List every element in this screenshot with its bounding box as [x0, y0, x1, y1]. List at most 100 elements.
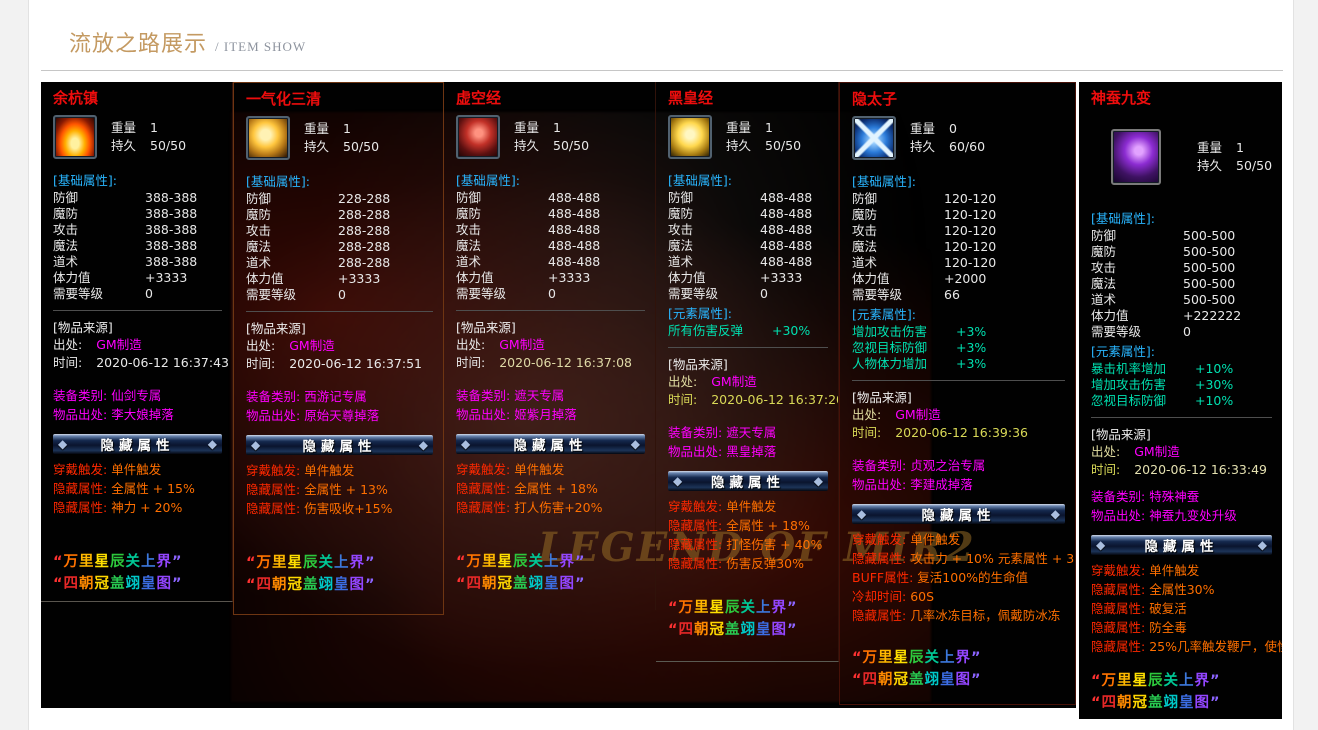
equip-category-label: 装备类别:	[1091, 489, 1150, 504]
verse-char: 冠	[709, 622, 726, 638]
item-drop: 物品出处: 李建成掉落	[852, 475, 1067, 494]
verse-char: 里	[694, 600, 710, 616]
hidden-attr-line: 穿戴触发: 单件触发	[1091, 561, 1274, 580]
hidden-attr-line: 隐藏属性: 全属性 + 18%	[668, 516, 830, 535]
verse-char: 翊	[125, 576, 142, 592]
item-drop-label: 物品出处:	[246, 408, 305, 423]
item-source-block: [物品来源] 出处: GM制造 时间: 2020-06-12 16:33:49	[1091, 426, 1274, 479]
item-source-block: [物品来源] 出处: GM制造 时间: 2020-06-12 16:37:08	[456, 319, 647, 372]
hidden-attr-label: 穿戴触发:	[246, 463, 305, 478]
verse-char: 图	[559, 576, 576, 592]
durability-label: 持久	[1197, 158, 1223, 173]
item-drop-value: 黑皇掉落	[726, 444, 777, 459]
item-title: 一气化三清	[246, 90, 322, 108]
stat-label: 攻击	[246, 223, 272, 238]
hidden-attr-banner-title: 隐藏属性	[711, 475, 785, 491]
stat-row: 道术 488-488	[456, 254, 647, 270]
stat-row: 需要等级 0	[1091, 324, 1274, 340]
source-label: 出处:	[53, 337, 83, 352]
stat-value: 388-388	[145, 238, 198, 253]
footer-verse-2: “四朝冠盖翊皇图”	[1091, 692, 1274, 714]
hidden-attr-label: 穿戴触发:	[852, 532, 911, 547]
verse-char: 四	[1101, 695, 1118, 711]
verse-char: ”	[575, 576, 586, 592]
verse-char: ”	[787, 600, 798, 616]
durability-label: 持久	[304, 139, 330, 154]
stat-value: 488-488	[548, 222, 601, 237]
durability-line: 持久 50/50	[514, 137, 589, 155]
verse-char: 辰	[909, 650, 925, 666]
item-icon-row: 重量 1 持久 50/50	[53, 115, 224, 159]
hidden-attr-label: 隐藏属性:	[668, 537, 727, 552]
stat-row: 魔防 488-488	[456, 206, 647, 222]
shield-icon: ◆	[813, 474, 823, 488]
stat-row: 防御 228-288	[246, 191, 435, 207]
hidden-attr-banner: ◆ 隐藏属性 ◆	[246, 435, 433, 455]
item-basic-info: 重量 1 持久 50/50	[1197, 139, 1272, 175]
element-stat-label: 所有伤害反弹	[668, 323, 744, 338]
hidden-attr-value: 全属性30%	[1149, 582, 1215, 597]
hidden-attr-value: 攻击力 + 10% 元素属性 + 3%	[910, 551, 1076, 566]
verse-char: 界	[955, 650, 972, 666]
stat-value: 488-488	[760, 222, 813, 237]
stat-label: 防御	[852, 191, 878, 206]
weight-line: 重量 1	[1197, 139, 1272, 157]
base-attr-header: [基础属性]:	[668, 173, 732, 188]
stat-label: 体力值	[53, 270, 91, 285]
stat-label: 魔防	[668, 206, 694, 221]
hidden-attr-label: 隐藏属性:	[1091, 601, 1150, 616]
verse-char: “	[852, 672, 863, 688]
section-divider	[852, 380, 1065, 381]
stat-value: +2000	[944, 271, 987, 286]
item-column: 一气化三清 重量 1 持久 50/50 [基础属性]: 防御 228-288 魔防 288-288…	[233, 82, 444, 615]
stat-row: 攻击 488-488	[456, 222, 647, 238]
verse-char: 星	[497, 554, 514, 570]
verse-char: 万	[256, 555, 273, 571]
stat-row: 攻击 488-488	[668, 222, 830, 238]
verse-char: 界	[559, 554, 576, 570]
hidden-attr-label: 隐藏属性:	[852, 608, 911, 623]
item-title: 神蚕九变	[1091, 89, 1152, 107]
verse-char: 图	[349, 577, 366, 593]
durability-label: 持久	[111, 138, 137, 153]
durability-value: 60/60	[949, 139, 986, 154]
verse-char: 上	[940, 650, 956, 666]
verse-char: 界	[771, 600, 788, 616]
verse-char: 冠	[497, 576, 514, 592]
stat-row: 需要等级 0	[53, 286, 224, 302]
weight-line: 重量 1	[514, 119, 589, 137]
stat-row: 体力值 +222222	[1091, 308, 1274, 324]
stat-label: 防御	[1091, 228, 1117, 243]
item-source-block: [物品来源] 出处: GM制造 时间: 2020-06-12 16:37:51	[246, 320, 435, 373]
item-show-panel: LEGEND OF MIR2 余杭镇 重量 1 持久 50/50 [基础属性]: 防御 388…	[41, 82, 1076, 708]
spacer	[1091, 479, 1274, 487]
item-column: 神蚕九变 重量 1 持久 50/50 [基础属性]: 防御 500-500 魔防 500-500 攻…	[1079, 82, 1282, 719]
hidden-attr-line: 隐藏属性: 打人伤害+20%	[456, 498, 647, 517]
source-label: 时间:	[53, 355, 83, 370]
hidden-attr-label: BUFF属性:	[852, 570, 918, 585]
verse-char: 翊	[1163, 695, 1180, 711]
weight-value: 1	[150, 120, 158, 135]
stat-label: 道术	[53, 254, 79, 269]
verse-char: 翊	[924, 672, 941, 688]
hidden-attr-value: 几率冰冻目标，佩戴防冰冻	[910, 608, 1061, 623]
hidden-attr-banner: ◆ 隐藏属性 ◆	[852, 504, 1065, 524]
hidden-attr-label: 隐藏属性:	[53, 481, 112, 496]
weight-line: 重量 1	[726, 119, 801, 137]
stat-row: 魔防 388-388	[53, 206, 224, 222]
item-drop: 物品出处: 神蚕九变处升级	[1091, 506, 1274, 525]
bell-icon	[668, 115, 712, 159]
weight-value: 1	[765, 120, 773, 135]
stat-label: 需要等级	[246, 287, 297, 302]
hidden-attr-label: 冷却时间:	[852, 589, 911, 604]
stat-label: 防御	[246, 191, 272, 206]
item-column: 隐太子 重量 0 持久 60/60 [基础属性]: 防御 120-120 魔防 120-120 攻击…	[839, 82, 1076, 705]
verse-char: 万	[862, 650, 879, 666]
verse-char: ”	[365, 577, 376, 593]
verse-char: 翊	[318, 577, 335, 593]
weight-value: 1	[1236, 140, 1244, 155]
hidden-attr-banner: ◆ 隐藏属性 ◆	[53, 434, 222, 454]
hidden-attr-line: 隐藏属性: 全属性 + 18%	[456, 479, 647, 498]
stat-label: 魔法	[668, 238, 694, 253]
source-label: 出处:	[246, 338, 276, 353]
